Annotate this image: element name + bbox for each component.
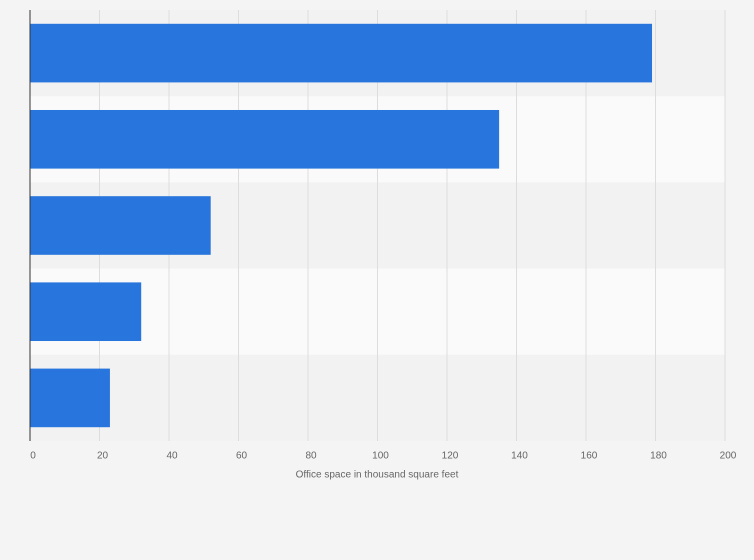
bar — [30, 368, 110, 428]
bar — [30, 109, 500, 169]
x-tick-label: 180 — [650, 451, 667, 462]
bar — [30, 23, 653, 83]
x-tick-label: 0 — [30, 451, 36, 462]
bar — [30, 282, 142, 342]
x-axis-label: Office space in thousand square feet — [296, 470, 459, 481]
x-tick-label: 80 — [305, 451, 317, 462]
x-tick-label: 200 — [720, 451, 737, 462]
x-tick-label: 40 — [166, 451, 178, 462]
x-tick-label: 60 — [236, 451, 248, 462]
x-tick-label: 20 — [97, 451, 109, 462]
x-tick-label: 120 — [442, 451, 459, 462]
x-tick-label: 140 — [511, 451, 528, 462]
bar — [30, 196, 211, 255]
x-tick-label: 100 — [372, 451, 389, 462]
x-tick-label: 160 — [581, 451, 598, 462]
